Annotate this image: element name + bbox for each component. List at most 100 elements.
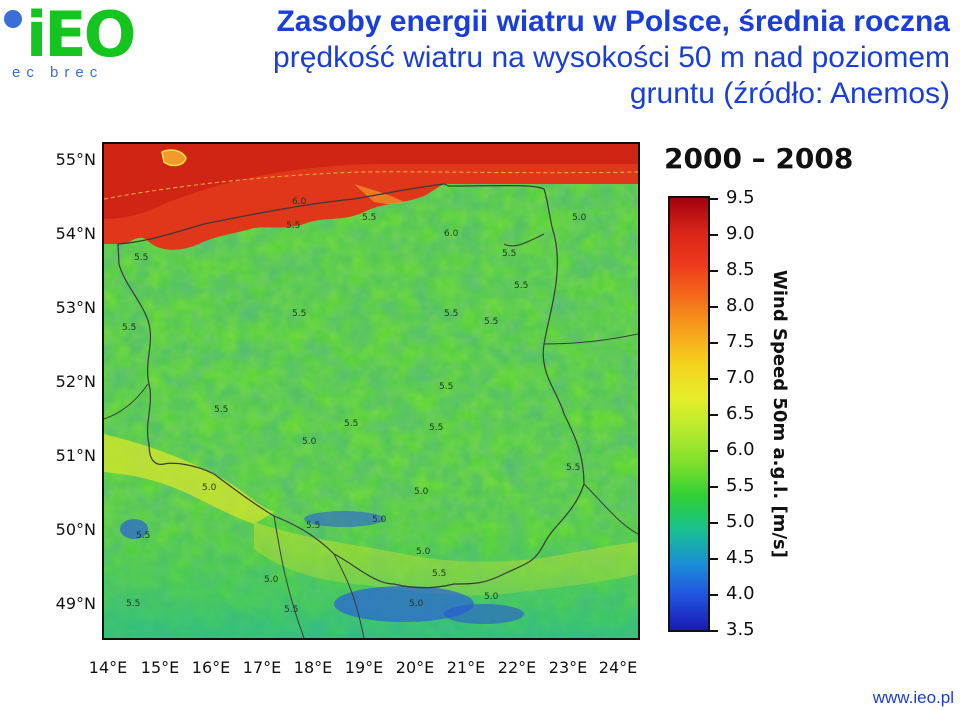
contour-label: 5.5 xyxy=(136,531,150,541)
contour-label: 5.5 xyxy=(514,281,528,291)
sea-contour xyxy=(104,171,638,200)
colorbar-tick-label: 3.5 xyxy=(726,619,755,640)
open-sea xyxy=(104,144,638,219)
contour-label: 5.5 xyxy=(306,521,320,531)
logo-subtitle: ec brec xyxy=(12,64,104,81)
contour-label: 5.5 xyxy=(439,382,453,392)
contour-label: 5.0 xyxy=(302,437,317,447)
contour-label: 5.0 xyxy=(202,483,217,493)
contour-label: 5.0 xyxy=(484,592,499,602)
colorbar-tick-mark xyxy=(708,486,718,488)
title-line-3: gruntu (źródło: Anemos) xyxy=(629,77,950,110)
low-wind-patch xyxy=(334,586,474,622)
colorbar-tick-label: 6.0 xyxy=(726,439,755,460)
colorbar-tick-mark xyxy=(708,414,718,416)
colorbar-tick-mark xyxy=(708,234,718,236)
lon-label: 18°E xyxy=(293,658,333,677)
contour-label: 5.5 xyxy=(122,323,136,333)
colorbar-tick-mark xyxy=(708,342,718,344)
logo-wordmark: iEO xyxy=(26,0,136,71)
contour-label: 5.5 xyxy=(292,309,306,319)
contour-label: 5.5 xyxy=(344,419,358,429)
bornholm-island xyxy=(161,149,187,167)
contour-label: 5.5 xyxy=(134,253,148,263)
contour-label: 5.0 xyxy=(372,515,387,525)
colorbar-tick-label: 5.5 xyxy=(726,475,755,496)
contour-label: 5.5 xyxy=(432,569,446,579)
contour-label: 5.5 xyxy=(429,423,443,433)
contour-label: 5.5 xyxy=(484,317,498,327)
lon-label: 15°E xyxy=(140,658,180,677)
colorbar-tick-mark xyxy=(708,558,718,560)
regional-boundary xyxy=(333,553,365,638)
lon-label: 23°E xyxy=(548,658,588,677)
contour-label: 5.5 xyxy=(214,405,228,415)
lat-label: 53°N xyxy=(55,298,96,317)
contour-label: 5.0 xyxy=(264,575,279,585)
regional-boundary xyxy=(503,233,545,247)
footer-url: www.ieo.pl xyxy=(872,688,954,707)
colorbar-tick-label: 4.5 xyxy=(726,547,755,568)
lon-label: 14°E xyxy=(88,658,128,677)
lon-label: 21°E xyxy=(446,658,486,677)
contour-labels: 6.0 5.5 5.5 6.0 5.0 5.5 5.5 5.5 5.5 5.5 5.5 5.5 5.5 5… xyxy=(122,197,587,615)
lat-label: 49°N xyxy=(55,594,96,613)
contour-label: 5.5 xyxy=(284,605,298,615)
highland-band xyxy=(104,434,274,524)
contour-label: 5.5 xyxy=(444,309,458,319)
colorbar-tick-label: 8.0 xyxy=(726,295,755,316)
wind-map-svg: 6.0 5.5 5.5 6.0 5.0 5.5 5.5 5.5 5.5 5.5 5.5 5.5 5.5 5… xyxy=(104,144,638,638)
contour-label: 5.5 xyxy=(502,249,516,259)
contour-label: 6.0 xyxy=(292,197,307,207)
regional-boundary xyxy=(583,483,638,535)
contour-label: 5.0 xyxy=(414,487,429,497)
contour-label: 5.5 xyxy=(362,213,376,223)
title-line-2: prędkość wiatru na wysokości 50 m nad po… xyxy=(273,41,950,74)
period-label: 2000 – 2008 xyxy=(664,142,854,175)
contour-label: 6.0 xyxy=(444,229,459,239)
wind-map: 6.0 5.5 5.5 6.0 5.0 5.5 5.5 5.5 5.5 5.5 5.5 5.5 5.5 5… xyxy=(102,142,640,640)
lon-label: 16°E xyxy=(191,658,231,677)
colorbar-tick-label: 9.5 xyxy=(726,187,755,208)
colorbar-tick-label: 5.0 xyxy=(726,511,755,532)
colorbar-tick-label: 8.5 xyxy=(726,259,755,280)
colorbar-tick-mark xyxy=(708,522,718,524)
lat-label: 52°N xyxy=(55,372,96,391)
colorbar-tick-label: 7.0 xyxy=(726,367,755,388)
lat-label: 51°N xyxy=(55,446,96,465)
colorbar-tick-mark xyxy=(708,630,718,632)
colorbar-title: Wind Speed 50m a.g.l. [m/s] xyxy=(769,270,810,590)
colorbar-tick-label: 6.5 xyxy=(726,403,755,424)
colorbar-tick-label: 4.0 xyxy=(726,583,755,604)
colorbar-tick-label: 9.0 xyxy=(726,223,755,244)
contour-label: 5.0 xyxy=(409,599,424,609)
contour-label: 5.5 xyxy=(126,599,140,609)
regional-boundary xyxy=(543,333,638,345)
colorbar-tick-mark xyxy=(708,306,718,308)
lon-label: 19°E xyxy=(344,658,384,677)
contour-label: 5.5 xyxy=(566,463,580,473)
page-title: Zasoby energii wiatru w Polsce, średnia … xyxy=(120,4,950,112)
colorbar-tick-label: 7.5 xyxy=(726,331,755,352)
low-wind-patch xyxy=(444,604,524,624)
logo-dot xyxy=(4,10,22,28)
lon-label: 17°E xyxy=(242,658,282,677)
title-line-1: Zasoby energii wiatru w Polsce, średnia … xyxy=(276,5,950,38)
lon-label: 22°E xyxy=(497,658,537,677)
contour-label: 5.0 xyxy=(416,547,431,557)
lat-label: 54°N xyxy=(55,224,96,243)
colorbar-title-text: Wind Speed 50m a.g.l. [m/s] xyxy=(769,270,790,558)
lat-label: 50°N xyxy=(55,520,96,539)
colorbar-tick-mark xyxy=(708,450,718,452)
low-wind-patch xyxy=(304,511,384,527)
contour-label: 5.5 xyxy=(286,221,300,231)
regional-boundary xyxy=(104,383,149,420)
lat-label: 55°N xyxy=(55,150,96,169)
colorbar xyxy=(668,196,710,632)
colorbar-tick-mark xyxy=(708,270,718,272)
regional-boundary xyxy=(273,515,305,638)
colorbar-tick-mark xyxy=(708,378,718,380)
lon-label: 24°E xyxy=(598,658,638,677)
contour-label: 5.0 xyxy=(572,213,587,223)
colorbar-tick-mark xyxy=(708,594,718,596)
